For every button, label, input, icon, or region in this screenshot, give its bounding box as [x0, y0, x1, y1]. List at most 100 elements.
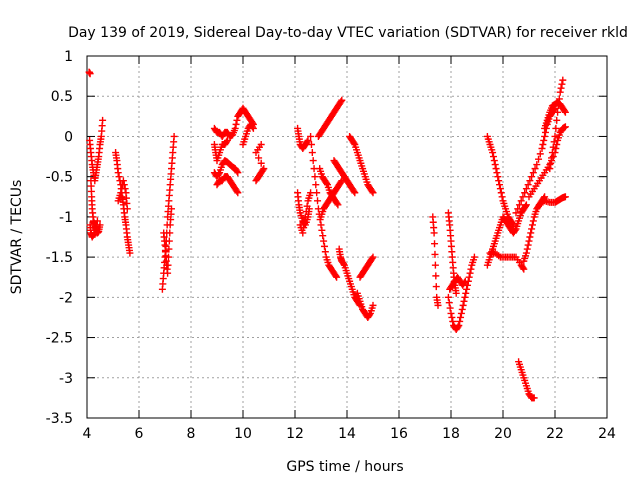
data-point — [496, 181, 504, 189]
data-point — [86, 70, 94, 78]
data-point — [557, 84, 565, 92]
data-point — [170, 132, 178, 140]
data-point — [215, 170, 223, 178]
y-tick-label: -0.5 — [46, 170, 73, 186]
x-tick-label: 14 — [338, 426, 356, 442]
data-point — [459, 301, 467, 309]
data-point — [561, 123, 569, 131]
data-point — [465, 273, 473, 281]
data-point — [522, 185, 530, 193]
x-tick-label: 16 — [390, 426, 408, 442]
data-point — [527, 229, 535, 237]
data-point — [455, 321, 463, 329]
data-point — [489, 153, 497, 161]
x-tick-label: 20 — [494, 426, 512, 442]
data-point — [525, 237, 533, 245]
data-point — [334, 201, 342, 209]
data-point — [369, 189, 377, 197]
data-point — [456, 317, 464, 325]
data-point — [528, 173, 536, 181]
data-point — [561, 107, 569, 115]
data-point — [528, 221, 536, 229]
data-point — [498, 193, 506, 201]
data-point — [515, 201, 523, 209]
data-point — [520, 265, 528, 273]
data-point — [93, 221, 101, 229]
data-point — [561, 193, 569, 201]
data-point — [529, 217, 537, 225]
data-point — [223, 138, 231, 146]
data-point — [549, 143, 557, 151]
data-point — [549, 153, 557, 161]
data-point — [492, 165, 500, 173]
data-point — [320, 242, 328, 250]
data-point — [299, 229, 307, 237]
data-point — [369, 253, 377, 261]
data-point — [333, 273, 341, 281]
data-point — [302, 208, 310, 216]
data-point — [521, 189, 529, 197]
data-point — [496, 185, 504, 193]
data-point — [526, 177, 534, 185]
data-point — [529, 169, 537, 177]
data-point — [368, 187, 376, 195]
data-point — [323, 179, 331, 187]
data-point — [301, 213, 309, 221]
data-point — [350, 139, 358, 147]
data-point — [541, 128, 549, 136]
data-point — [547, 159, 555, 167]
data-point — [223, 136, 231, 144]
data-point — [307, 140, 315, 148]
data-point — [301, 218, 309, 226]
data-point — [462, 289, 470, 297]
data-point — [497, 189, 505, 197]
data-point — [445, 299, 453, 307]
data-point — [307, 132, 315, 140]
data-point — [120, 181, 128, 189]
data-point — [366, 311, 374, 319]
data-point — [546, 165, 554, 173]
x-tick-label: 18 — [442, 426, 460, 442]
data-point — [249, 124, 257, 132]
data-point — [432, 283, 440, 291]
x-tick-label: 8 — [187, 426, 196, 442]
data-point — [550, 138, 558, 146]
data-point — [317, 221, 325, 229]
data-point — [460, 297, 468, 305]
data-point — [260, 165, 268, 173]
y-tick-label: 0 — [64, 129, 73, 145]
data-point — [554, 102, 562, 110]
data-point — [314, 197, 322, 205]
data-point — [514, 205, 522, 213]
data-point — [340, 260, 348, 268]
data-point — [318, 226, 326, 234]
data-point — [554, 108, 562, 116]
data-point — [559, 76, 567, 84]
data-point — [448, 313, 456, 321]
x-tick-label: 10 — [234, 426, 252, 442]
data-point — [541, 132, 549, 140]
data-point — [165, 237, 173, 245]
data-point — [115, 173, 123, 181]
data-point — [454, 323, 462, 331]
data-point — [470, 253, 478, 261]
data-point — [93, 217, 101, 225]
data-point — [430, 229, 438, 237]
data-point — [300, 224, 308, 232]
data-point — [536, 150, 544, 158]
data-point — [320, 237, 328, 245]
data-point — [234, 189, 242, 197]
data-point — [538, 145, 546, 153]
data-point — [257, 159, 265, 167]
data-point — [512, 209, 520, 217]
data-point — [165, 245, 173, 253]
y-tick-label: -1 — [59, 210, 73, 226]
data-point — [533, 161, 541, 169]
data-point — [337, 98, 345, 106]
y-tick-label: 0.5 — [51, 89, 73, 105]
data-point — [312, 181, 320, 189]
data-point — [114, 169, 122, 177]
data-point — [551, 132, 559, 140]
data-point — [233, 187, 241, 195]
data-point — [168, 205, 175, 213]
